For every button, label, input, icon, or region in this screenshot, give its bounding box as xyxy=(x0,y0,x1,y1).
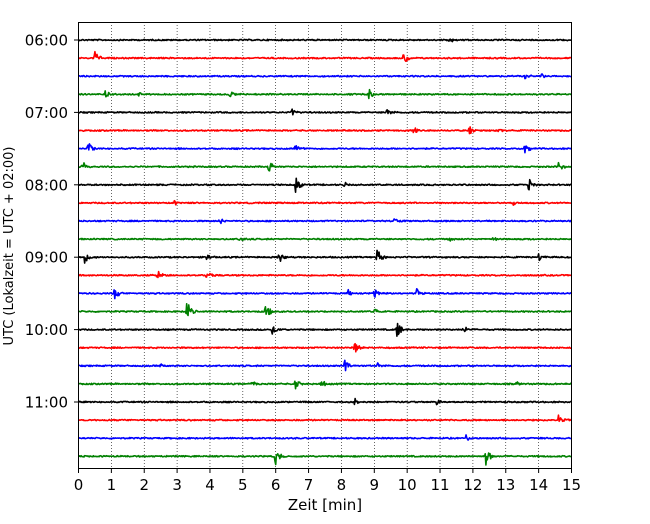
y-tick-label: 09:00 xyxy=(25,249,68,267)
seismic-trace xyxy=(77,237,572,242)
x-tick-label: 10 xyxy=(398,476,417,494)
seismic-trace xyxy=(78,452,572,466)
x-tick-label: 2 xyxy=(139,476,149,494)
seismic-trace xyxy=(78,199,572,206)
x-tick-label: 6 xyxy=(271,476,281,494)
y-tick-label: 10:00 xyxy=(25,321,68,339)
traces xyxy=(77,38,573,466)
seismic-trace xyxy=(78,414,572,423)
seismic-trace xyxy=(78,342,572,353)
x-tick-label: 14 xyxy=(529,476,548,494)
y-axis-label: UTC (Lokalzeit = UTC + 02:00) xyxy=(2,147,17,346)
y-axis: 06:00 07:00 08:00 09:00 10:00 11:00 xyxy=(25,32,79,412)
seismic-trace xyxy=(78,380,572,390)
seismic-trace xyxy=(78,50,572,62)
x-axis: 0 1 2 3 4 5 6 7 8 9 10 11 12 13 14 15 xyxy=(74,468,581,494)
seismic-trace xyxy=(77,218,572,225)
seismic-trace xyxy=(78,126,573,135)
x-tick-label: 4 xyxy=(205,476,215,494)
plot-frame xyxy=(78,22,572,469)
x-tick-label: 1 xyxy=(107,476,117,494)
seismic-trace xyxy=(78,249,572,264)
x-tick-label: 7 xyxy=(304,476,314,494)
seismic-trace xyxy=(78,434,572,441)
seismic-trace xyxy=(77,161,573,172)
x-tick-label: 11 xyxy=(430,476,449,494)
y-tick-label: 11:00 xyxy=(25,394,68,412)
x-tick-label: 0 xyxy=(74,476,84,494)
grid-lines xyxy=(111,22,539,468)
x-tick-label: 13 xyxy=(496,476,515,494)
x-tick-label: 9 xyxy=(370,476,380,494)
y-tick-label: 06:00 xyxy=(25,32,68,50)
seismic-trace xyxy=(78,88,573,100)
seismic-trace xyxy=(77,270,572,279)
seismic-trace xyxy=(78,287,573,300)
y-tick-label: 08:00 xyxy=(25,176,68,194)
x-axis-label: Zeit [min] xyxy=(288,496,362,514)
seismic-trace xyxy=(78,303,573,317)
seismic-trace xyxy=(78,322,572,337)
seismic-trace xyxy=(78,397,572,406)
seismic-trace xyxy=(78,177,573,194)
seismic-trace xyxy=(78,73,572,80)
seismic-trace xyxy=(78,359,573,372)
y-tick-label: 07:00 xyxy=(25,104,68,122)
x-tick-label: 3 xyxy=(172,476,182,494)
x-tick-label: 8 xyxy=(337,476,347,494)
seismic-trace xyxy=(78,108,573,116)
x-tick-label: 15 xyxy=(562,476,581,494)
x-tick-label: 12 xyxy=(463,476,482,494)
seismic-trace xyxy=(77,38,572,43)
seismic-trace xyxy=(78,143,572,154)
x-tick-label: 5 xyxy=(238,476,248,494)
